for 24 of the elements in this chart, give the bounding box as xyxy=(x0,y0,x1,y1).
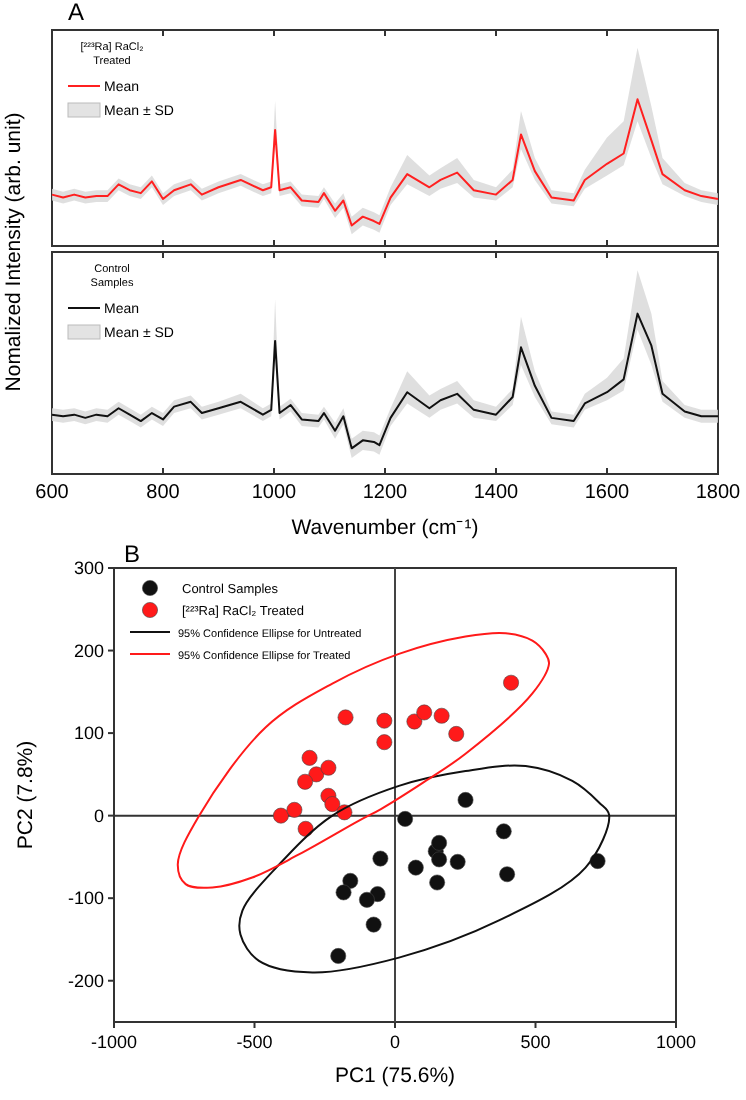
x-tick-label: 1000 xyxy=(655,1032,697,1052)
x-tick-label: 800 xyxy=(146,482,181,504)
chart-title: A xyxy=(68,0,85,26)
x-tick-label: 0 xyxy=(389,1032,401,1052)
x-tick-label: 500 xyxy=(520,1032,551,1052)
x-tick-label: 1000 xyxy=(251,482,298,504)
x-tick-label: 1600 xyxy=(584,482,631,504)
y-axis-title: Nomalized Intensity (arb. unit) xyxy=(2,112,26,392)
y-tick-label: 100 xyxy=(73,723,104,744)
chart-title: B xyxy=(124,540,141,568)
x-axis-title: Wavenumber (cm⁻¹) xyxy=(291,516,479,540)
x-tick-label: 1800 xyxy=(695,482,742,504)
x-tick-label: 1400 xyxy=(473,482,520,504)
x-axis-title: PC1 (75.6%) xyxy=(334,1064,456,1088)
x-tick-label: 1200 xyxy=(362,482,409,504)
y-tick-label: -100 xyxy=(67,888,104,909)
y-tick-label: 200 xyxy=(73,640,104,661)
x-tick-label: 600 xyxy=(35,482,70,504)
y-tick-label: 300 xyxy=(73,558,104,578)
y-tick-label: -200 xyxy=(67,970,104,991)
x-tick-label: -1000 xyxy=(90,1032,138,1052)
y-axis-title: PC2 (7.8%) xyxy=(14,740,38,850)
y-tick-label: 0 xyxy=(93,805,104,826)
x-tick-label: -500 xyxy=(236,1032,273,1052)
